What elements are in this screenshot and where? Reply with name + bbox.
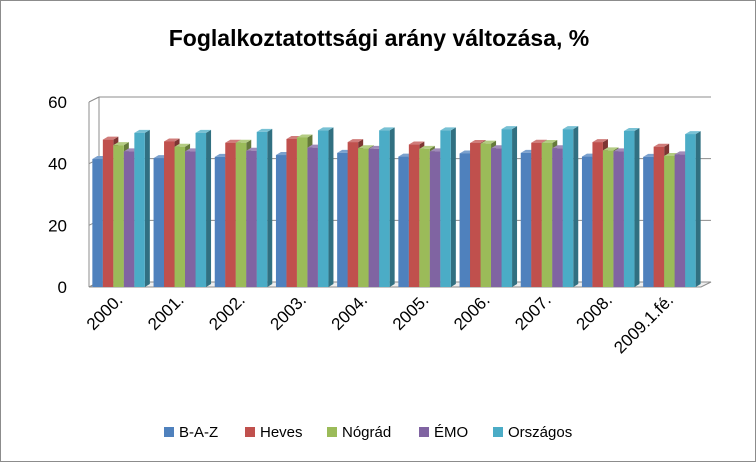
legend-label: ÉMO [434, 424, 468, 441]
y-tick-label: 40 [48, 155, 67, 174]
y-tick-label: 0 [58, 278, 67, 297]
bar [379, 127, 395, 287]
legend-label: Nógrád [342, 424, 391, 441]
legend-item: ÉMO [419, 424, 468, 441]
plot-area: 0 20 40 60 2000. 2001. 2002. 2003. 2004. 2005. 200… [48, 93, 712, 357]
gridline-depth [88, 96, 100, 103]
x-tick-label: 2002. [205, 290, 249, 334]
legend-swatch [164, 427, 174, 437]
y-tick-label: 60 [48, 93, 67, 112]
legend-swatch [327, 427, 337, 437]
legend-swatch [245, 427, 255, 437]
legend-swatch [493, 427, 503, 437]
y-tick-label: 20 [48, 216, 67, 235]
bar [685, 131, 701, 287]
x-tick-label: 2006. [450, 290, 494, 334]
x-tick-label: 2004. [328, 290, 372, 334]
bar [134, 129, 150, 287]
x-tick-label: 2001. [144, 290, 188, 334]
bar [562, 126, 579, 287]
legend-label: B-A-Z [179, 424, 218, 441]
legend-item: B-A-Z [164, 424, 218, 441]
bar [195, 129, 212, 287]
legend-item: Nógrád [327, 424, 391, 441]
legend-label: Országos [508, 424, 572, 441]
bar [317, 127, 334, 287]
x-tick-label: 2008. [573, 290, 617, 334]
legend-item: Országos [493, 424, 572, 441]
x-tick-label: 2007. [511, 290, 555, 334]
bar [440, 127, 456, 287]
bar [623, 127, 640, 287]
x-tick-label: 2003. [267, 290, 311, 334]
legend-swatch [419, 427, 429, 437]
legend-label: Heves [260, 424, 303, 441]
chart-title: Foglalkoztatottsági arány változása, % [169, 25, 590, 51]
x-tick-label: 2000. [83, 290, 127, 334]
x-tick-label: 2009.1.fé. [610, 290, 677, 357]
legend-item: Heves [245, 424, 303, 441]
legend: B-A-Z Heves Nógrád ÉMO Országos [164, 424, 572, 441]
bar [256, 128, 273, 287]
x-tick-label: 2005. [389, 290, 433, 334]
bar [501, 126, 518, 287]
